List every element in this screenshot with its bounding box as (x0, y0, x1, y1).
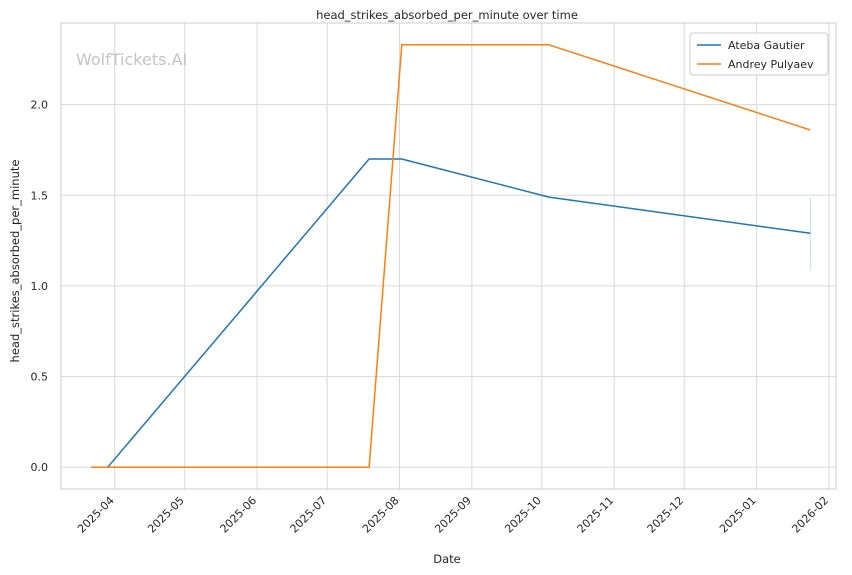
x-axis-label: Date (433, 552, 461, 566)
series-line-1 (91, 44, 811, 468)
legend-label: Andrey Pulyaev (728, 58, 814, 71)
y-tick-labels: 0.0 0.5 1.0 1.5 2.0 (31, 99, 49, 475)
y-tick-label: 0.5 (31, 371, 49, 384)
chart-title: head_strikes_absorbed_per_minute over ti… (316, 8, 578, 22)
series-lines (91, 44, 811, 468)
grid (61, 23, 836, 489)
y-tick-label: 1.5 (31, 189, 49, 202)
legend-box (689, 32, 829, 76)
legend: Ateba Gautier Andrey Pulyaev (689, 32, 829, 76)
y-tick-label: 2.0 (31, 99, 49, 112)
legend-label: Ateba Gautier (728, 39, 805, 52)
y-tick-label: 0.0 (31, 461, 49, 474)
watermark: WolfTickets.AI (76, 50, 187, 69)
y-tick-label: 1.0 (31, 280, 49, 293)
y-axis-label: head_strikes_absorbed_per_minute (8, 160, 22, 363)
plot-frame (60, 22, 837, 490)
